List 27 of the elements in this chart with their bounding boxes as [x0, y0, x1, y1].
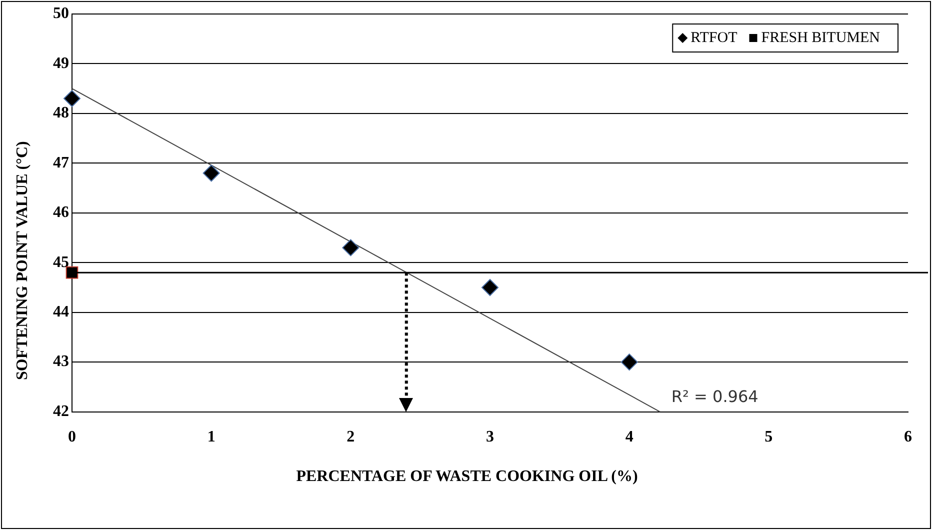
annotation: R² = 0.964 — [671, 386, 758, 406]
y-tick-label: 43 — [53, 353, 69, 370]
point — [342, 239, 360, 256]
legend-label: RTFOT — [690, 30, 738, 46]
y-tick-label: 50 — [53, 5, 69, 22]
x-tick-label: 2 — [346, 428, 355, 446]
y-tick-label: 46 — [53, 204, 69, 222]
y-tick-label: 42 — [53, 402, 69, 420]
point — [64, 90, 80, 108]
x-tick-label: 1 — [207, 428, 216, 446]
point — [620, 354, 638, 371]
y-tick-label: 48 — [53, 104, 69, 122]
legend-label: FRESH BITUMEN — [761, 30, 880, 46]
x-tick-label: 4 — [625, 428, 634, 446]
x-tick-label: 5 — [764, 428, 773, 446]
y-tick-label: 45 — [53, 254, 69, 271]
x-tick-label: 3 — [486, 428, 494, 446]
x-tick-label: 0 — [68, 428, 76, 446]
point — [66, 266, 78, 279]
x-tick-label: 6 — [904, 428, 912, 446]
point — [482, 278, 498, 296]
x-axis-title: PERCENTAGE OF WASTE COOKING OIL (%) — [295, 468, 639, 486]
y-tick-label: 47 — [53, 154, 69, 172]
y-tick-label: 49 — [53, 54, 69, 72]
point — [202, 164, 220, 182]
y-tick-label: 44 — [53, 303, 69, 320]
y-axis-title: SOFTENING POINT VALUE (°C) — [14, 141, 32, 380]
